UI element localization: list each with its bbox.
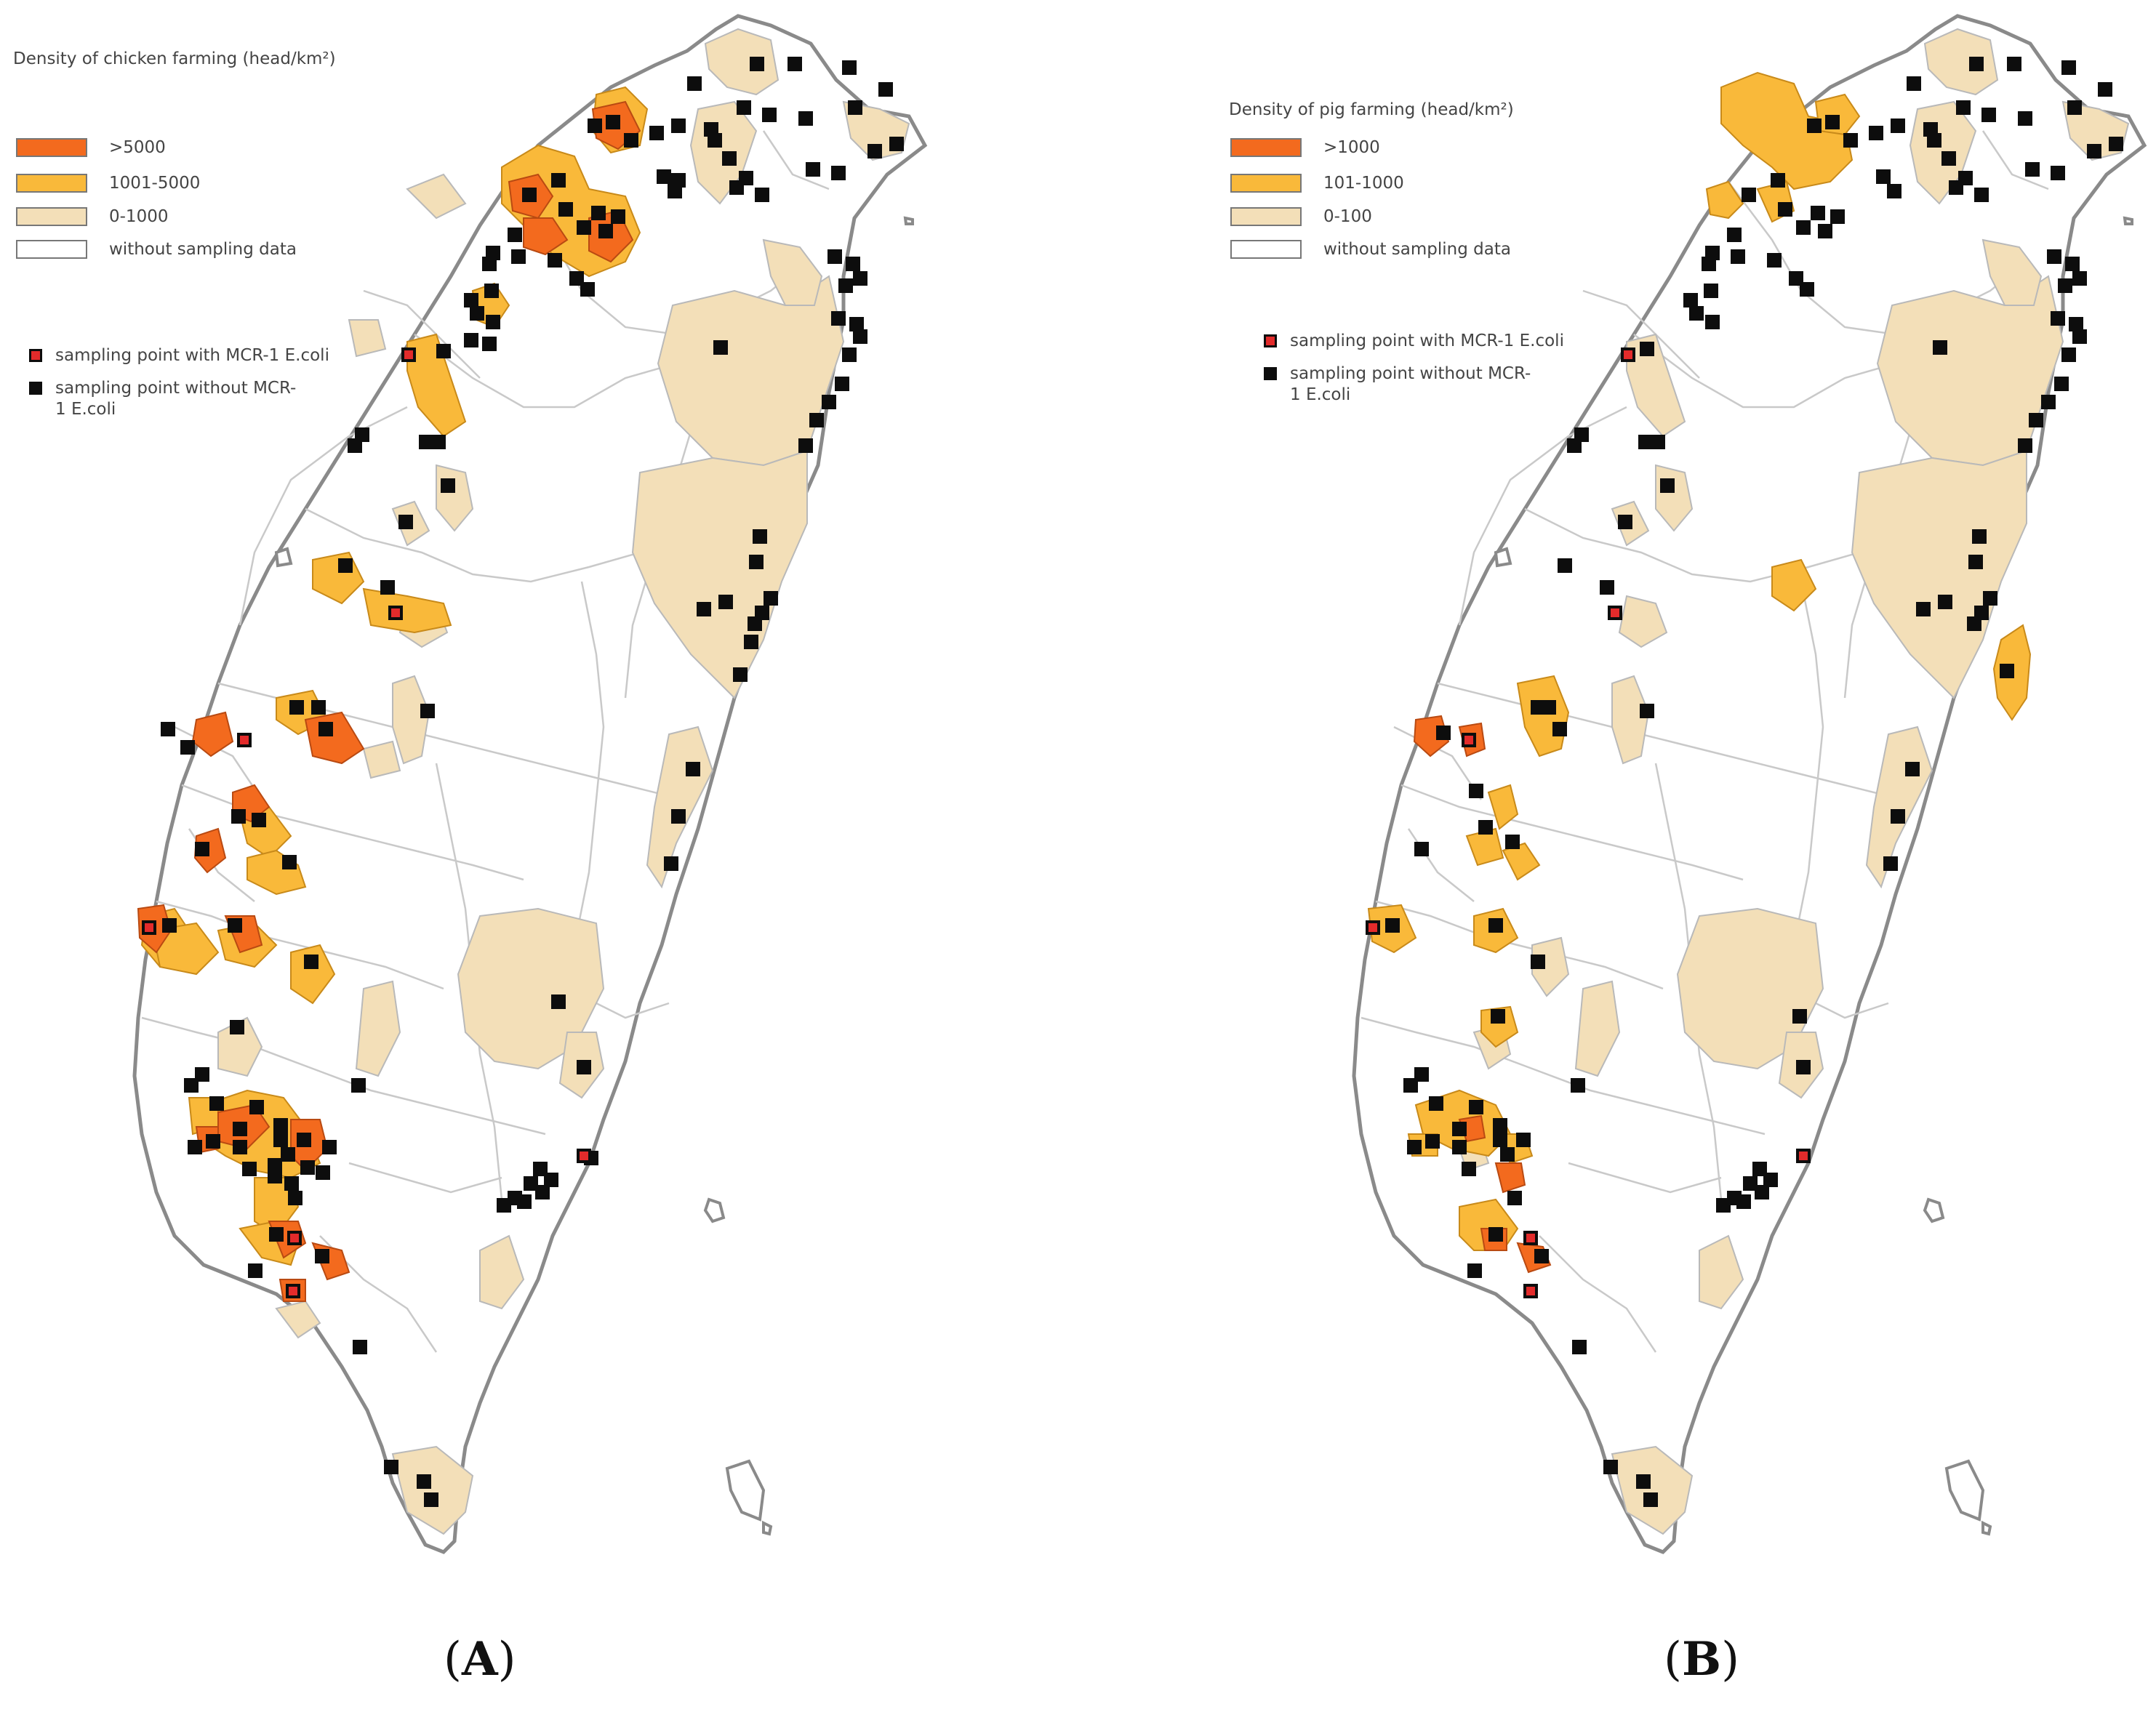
legend-class-label: without sampling data	[109, 240, 297, 259]
legend-point-positive: sampling point with MCR-1 E.coli	[1264, 331, 1564, 352]
taiwan-map-a	[132, 14, 928, 1554]
taiwan-map-b	[1352, 14, 2147, 1554]
legend-point-label: sampling point with MCR-1 E.coli	[1290, 331, 1564, 350]
legend-point-positive: sampling point with MCR-1 E.coli	[29, 345, 329, 366]
legend-class-label: without sampling data	[1323, 240, 1511, 259]
panel-caption-a: (A)	[444, 1632, 516, 1687]
sampling-points-a	[142, 57, 904, 1507]
legend-class-high: >1000	[1230, 135, 1380, 160]
legend-class-label: 1001-5000	[109, 174, 201, 193]
legend-class-label: 0-1000	[109, 207, 169, 226]
swatch-none	[16, 240, 87, 259]
density-0-1000-regions	[217, 28, 910, 1535]
panel-a-chicken-density-map: Density of chicken farming (head/km²) >5…	[13, 14, 928, 1687]
swatch-none	[1230, 240, 1302, 259]
panel-b-pig-density-map: Density of pig farming (head/km²) >1000 …	[1214, 0, 2156, 1712]
swatch-low	[16, 207, 87, 226]
legend-class-low: 0-1000	[16, 204, 168, 229]
legend-class-low: 0-100	[1230, 204, 1372, 229]
offshore-islets	[274, 216, 914, 1536]
legend-class-label: >5000	[109, 138, 166, 157]
panel-caption-b: (B)	[1664, 1632, 1740, 1687]
legend-class-label: 101-1000	[1323, 174, 1404, 193]
swatch-mid	[16, 174, 87, 193]
swatch-high	[1230, 138, 1302, 157]
legend-title: Density of pig farming (head/km²)	[1229, 100, 1514, 119]
positive-point-icon	[1264, 334, 1277, 347]
legend-class-label: 0-100	[1323, 207, 1372, 226]
swatch-low	[1230, 207, 1302, 226]
caption-letter: B	[1681, 1632, 1722, 1687]
legend-class-none: without sampling data	[16, 237, 297, 262]
caption-letter: A	[461, 1632, 498, 1687]
sampling-points-b	[1366, 57, 2123, 1507]
legend-point-label: sampling point with MCR-1 E.coli	[55, 346, 329, 365]
legend-point-negative: sampling point without MCR-1 E.coli	[29, 378, 305, 420]
legend-class-label: >1000	[1323, 138, 1380, 157]
legend-title: Density of chicken farming (head/km²)	[13, 49, 336, 68]
legend-point-label: sampling point without MCR-1 E.coli	[1290, 364, 1531, 404]
offshore-islets	[1494, 216, 2133, 1536]
swatch-high	[16, 138, 87, 157]
legend-point-label: sampling point without MCR-1 E.coli	[55, 379, 297, 419]
legend-class-mid: 101-1000	[1230, 171, 1404, 196]
legend-class-mid: 1001-5000	[16, 171, 200, 196]
swatch-mid	[1230, 174, 1302, 193]
legend-class-high: >5000	[16, 135, 166, 160]
positive-point-icon	[29, 349, 42, 362]
legend-class-none: without sampling data	[1230, 237, 1511, 262]
negative-point-icon	[29, 382, 42, 395]
legend-point-negative: sampling point without MCR-1 E.coli	[1264, 363, 1540, 406]
negative-point-icon	[1264, 367, 1277, 380]
